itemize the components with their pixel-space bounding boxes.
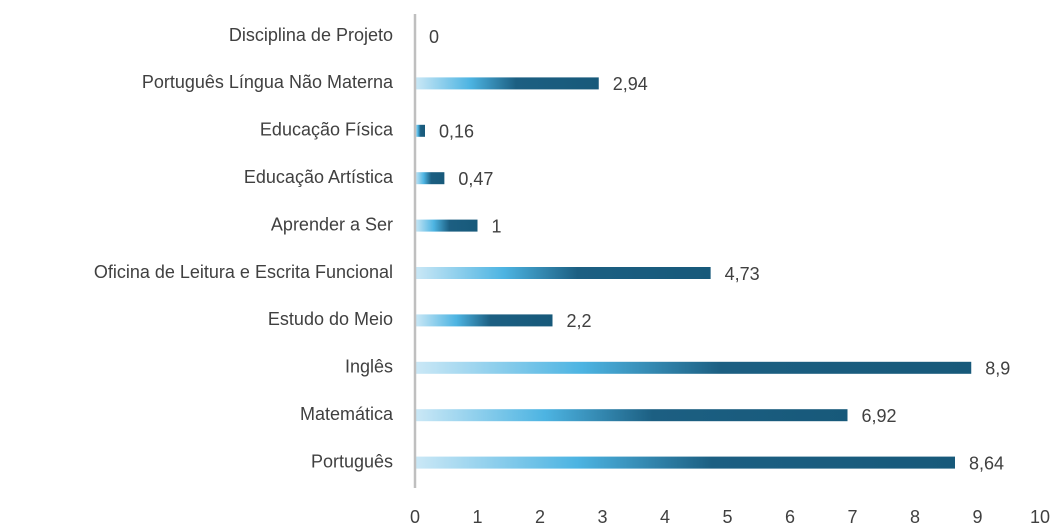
value-label: 0 xyxy=(429,27,439,47)
value-label: 0,16 xyxy=(439,122,474,142)
value-label: 1 xyxy=(492,216,502,236)
x-tick-label: 1 xyxy=(472,507,482,525)
bar xyxy=(415,409,848,422)
bar xyxy=(415,77,599,90)
category-label: Matemática xyxy=(300,404,394,424)
x-tick-label: 2 xyxy=(535,507,545,525)
bar xyxy=(415,124,425,137)
value-label: 0,47 xyxy=(458,169,493,189)
x-tick-label: 9 xyxy=(972,507,982,525)
category-label: Educação Artística xyxy=(244,167,394,187)
value-label: 2,94 xyxy=(613,74,648,94)
x-tick-label: 0 xyxy=(410,507,420,525)
category-label: Português Língua Não Materna xyxy=(142,72,394,92)
x-tick-label: 6 xyxy=(785,507,795,525)
bar xyxy=(415,219,478,232)
bar xyxy=(415,267,711,279)
x-tick-label: 7 xyxy=(847,507,857,525)
category-label: Português xyxy=(311,451,393,471)
category-label: Educação Física xyxy=(260,120,394,140)
x-tick-label: 5 xyxy=(722,507,732,525)
x-tick-label: 10 xyxy=(1030,507,1050,525)
x-tick-label: 8 xyxy=(910,507,920,525)
bar xyxy=(415,314,553,327)
value-label: 2,2 xyxy=(567,311,592,331)
category-label: Disciplina de Projeto xyxy=(229,25,393,45)
bar xyxy=(415,172,445,185)
bar xyxy=(415,456,955,469)
value-label: 4,73 xyxy=(725,264,760,284)
bar xyxy=(415,361,972,374)
category-label: Estudo do Meio xyxy=(268,309,393,329)
value-label: 6,92 xyxy=(862,406,897,426)
x-tick-label: 3 xyxy=(597,507,607,525)
category-label: Aprender a Ser xyxy=(271,214,393,234)
value-label: 8,64 xyxy=(969,453,1004,473)
category-label: Oficina de Leitura e Escrita Funcional xyxy=(94,262,393,282)
value-label: 8,9 xyxy=(985,359,1010,379)
x-tick-label: 4 xyxy=(660,507,670,525)
category-label: Inglês xyxy=(345,357,393,377)
